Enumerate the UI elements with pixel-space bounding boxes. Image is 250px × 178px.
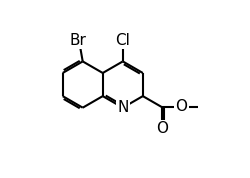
Text: Br: Br [70,33,87,48]
Text: O: O [176,99,188,114]
Text: Cl: Cl [115,33,130,48]
Text: N: N [117,100,128,115]
Text: O: O [156,121,168,136]
